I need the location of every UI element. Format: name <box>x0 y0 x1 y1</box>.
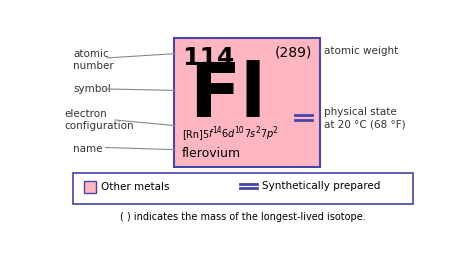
Text: symbol: symbol <box>73 84 111 94</box>
Text: 10: 10 <box>234 126 244 135</box>
Text: [Rn]5: [Rn]5 <box>182 129 209 139</box>
Text: (289): (289) <box>274 46 312 60</box>
Text: Other metals: Other metals <box>101 182 170 192</box>
Text: s: s <box>250 129 255 139</box>
Text: f: f <box>209 129 212 139</box>
Text: atomic
number: atomic number <box>73 49 114 71</box>
Text: ( ) indicates the mass of the longest-lived isotope.: ( ) indicates the mass of the longest-li… <box>120 212 366 222</box>
Text: 114: 114 <box>182 46 234 70</box>
Text: 2: 2 <box>273 126 277 135</box>
Bar <box>73 173 413 204</box>
Text: electron
configuration: electron configuration <box>64 109 134 131</box>
Text: 2: 2 <box>255 126 260 135</box>
Text: p: p <box>266 129 273 139</box>
Text: 7: 7 <box>260 129 266 139</box>
Text: atomic weight: atomic weight <box>324 46 399 56</box>
Bar <box>174 38 319 167</box>
Text: name: name <box>73 144 103 153</box>
Text: 14: 14 <box>212 126 222 135</box>
Text: 6: 6 <box>222 129 228 139</box>
Text: flerovium: flerovium <box>182 147 241 160</box>
Text: 7: 7 <box>244 129 250 139</box>
Text: Fl: Fl <box>190 60 266 133</box>
Text: physical state
at 20 °C (68 °F): physical state at 20 °C (68 °F) <box>324 107 406 129</box>
Text: d: d <box>228 129 234 139</box>
Bar <box>84 181 96 193</box>
Text: Synthetically prepared: Synthetically prepared <box>262 181 380 191</box>
